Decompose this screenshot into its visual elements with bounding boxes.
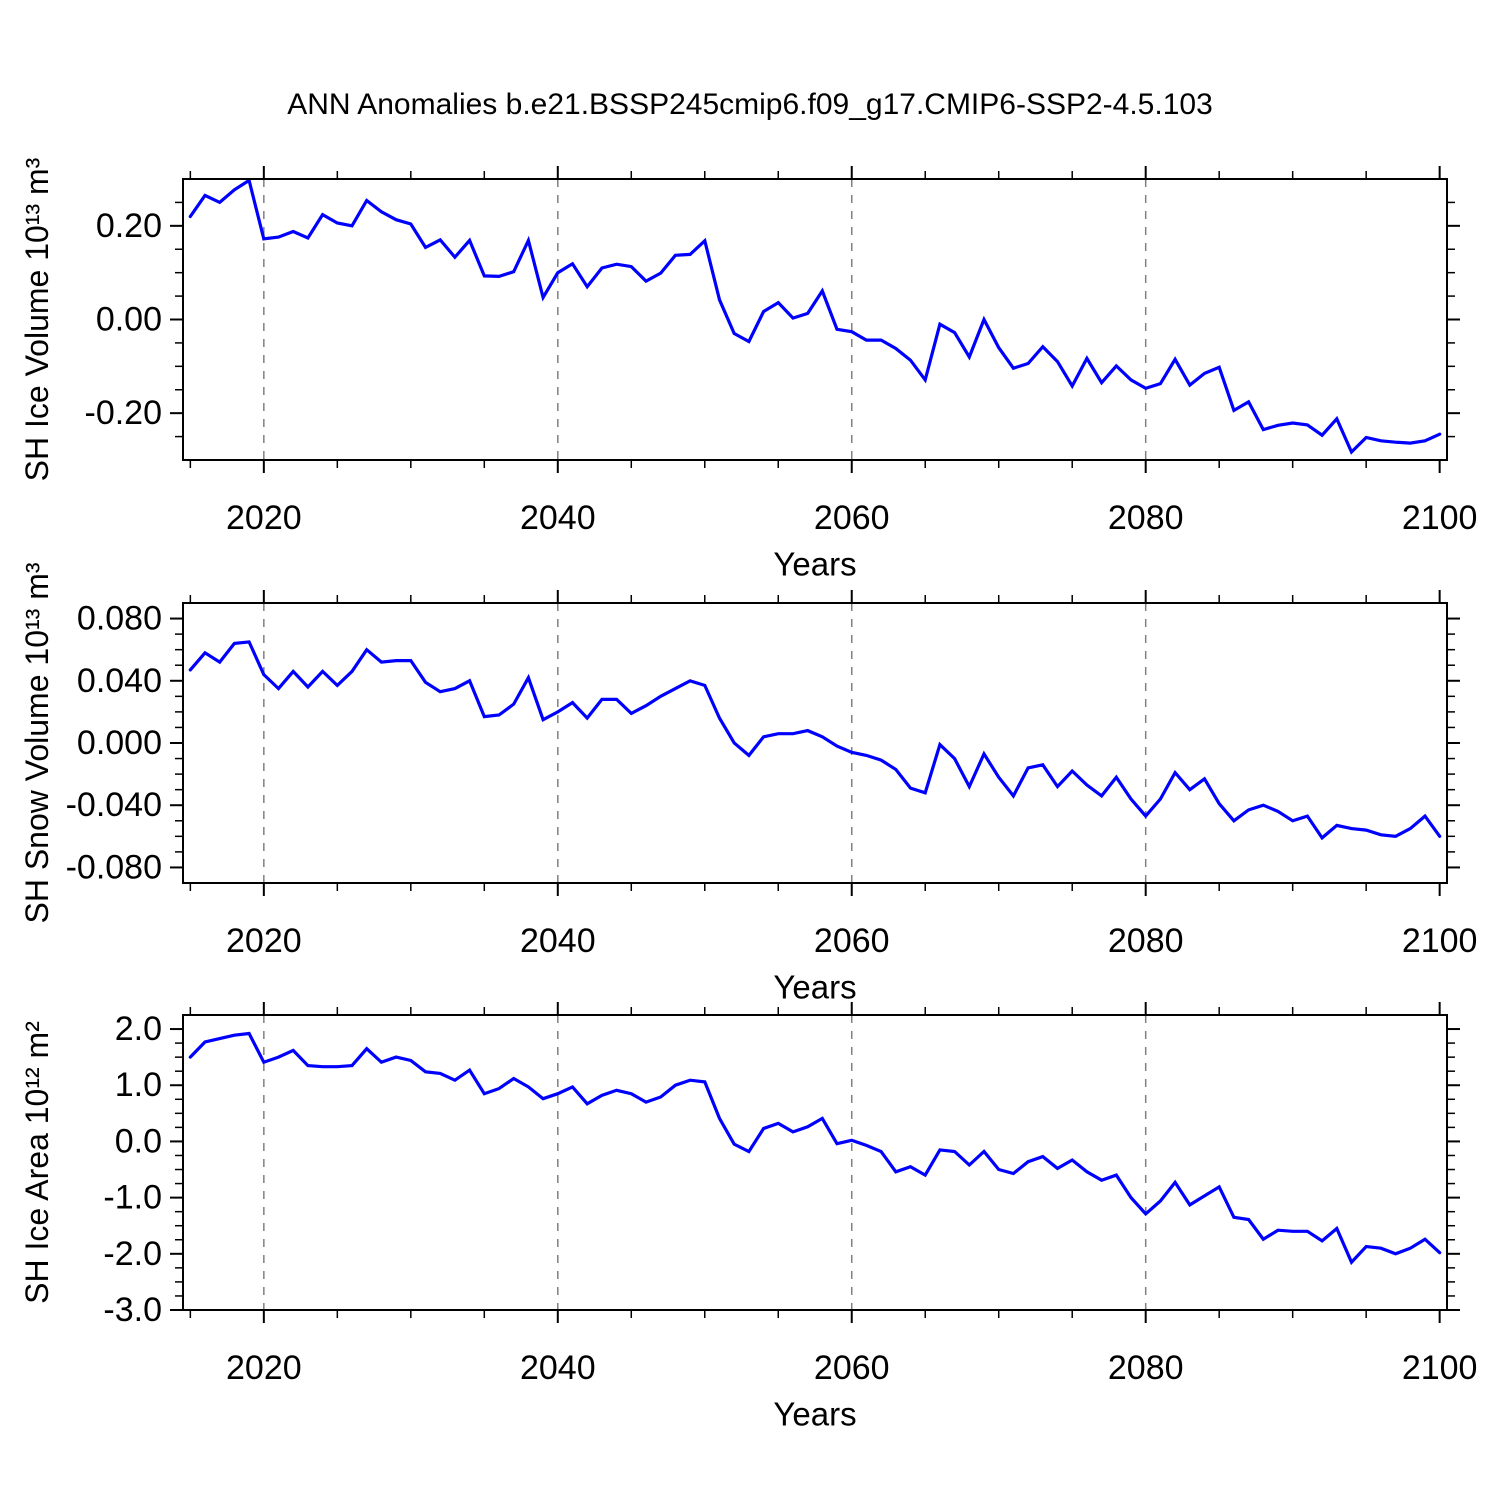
panel-3-frame bbox=[182, 1014, 1448, 1311]
x-tick-label: 2060 bbox=[814, 1349, 890, 1387]
panel-1-series-line bbox=[188, 179, 1442, 455]
panel-1-y-axis-label: SH Ice Volume 10¹³ m³ bbox=[19, 157, 55, 481]
y-tick-label: -3.0 bbox=[103, 1291, 162, 1329]
y-tick-label: 0.000 bbox=[77, 724, 162, 762]
y-tick-label: 0.00 bbox=[96, 301, 162, 339]
y-tick-label: 0.0 bbox=[115, 1122, 162, 1160]
panel-2-frame bbox=[182, 602, 1448, 884]
panel-1-y-tick-labels: 0.20 0.00 -0.20 bbox=[85, 207, 163, 432]
panel-2-ticks bbox=[170, 590, 1460, 896]
x-tick-label: 2100 bbox=[1402, 499, 1478, 537]
panel-2-x-axis-label: Years bbox=[773, 969, 856, 1006]
panel-1-ticks bbox=[170, 166, 1460, 473]
x-tick-label: 2080 bbox=[1108, 1349, 1184, 1387]
panel-3-y-tick-labels: 2.0 1.0 0.0 -1.0 -2.0 -3.0 bbox=[103, 1010, 162, 1329]
y-tick-label: -1.0 bbox=[103, 1179, 162, 1217]
y-tick-label: 0.040 bbox=[77, 662, 162, 700]
panel-3-ticks bbox=[170, 1002, 1460, 1323]
panel-3-y-axis-label: SH Ice Area 10¹² m² bbox=[19, 1021, 55, 1304]
y-tick-label: -0.20 bbox=[85, 394, 163, 432]
panel-1-x-tick-labels: 2020 2040 2060 2080 2100 bbox=[226, 499, 1477, 537]
panel-1-x-axis-label: Years bbox=[773, 546, 856, 583]
x-tick-label: 2040 bbox=[520, 499, 596, 537]
y-tick-label: 0.20 bbox=[96, 207, 162, 245]
panel-1: 0.20 0.00 -0.20 2020 2040 2060 2080 2100 Years SH… bbox=[19, 157, 1477, 582]
panel-3-x-axis-label: Years bbox=[773, 1396, 856, 1433]
x-tick-label: 2080 bbox=[1108, 499, 1184, 537]
x-tick-label: 2040 bbox=[520, 1349, 596, 1387]
x-tick-label: 2020 bbox=[226, 922, 302, 960]
y-tick-label: 1.0 bbox=[115, 1066, 162, 1104]
x-tick-label: 2020 bbox=[226, 1349, 302, 1387]
x-tick-label: 2100 bbox=[1402, 922, 1478, 960]
panel-2-y-axis-label: SH Snow Volume 10¹³ m³ bbox=[19, 562, 55, 923]
x-tick-label: 2040 bbox=[520, 922, 596, 960]
y-tick-label: -0.080 bbox=[66, 848, 162, 886]
panel-3: 2.0 1.0 0.0 -1.0 -2.0 -3.0 2020 2040 2060 2080 210… bbox=[19, 1002, 1477, 1433]
x-tick-label: 2080 bbox=[1108, 922, 1184, 960]
x-tick-label: 2060 bbox=[814, 499, 890, 537]
x-tick-label: 2020 bbox=[226, 499, 302, 537]
panel-2-x-tick-labels: 2020 2040 2060 2080 2100 bbox=[226, 922, 1477, 960]
y-tick-label: 0.080 bbox=[77, 600, 162, 638]
y-tick-label: -2.0 bbox=[103, 1235, 162, 1273]
y-tick-label: 2.0 bbox=[115, 1010, 162, 1048]
chart-title: ANN Anomalies b.e21.BSSP245cmip6.f09_g17… bbox=[287, 88, 1213, 121]
x-tick-label: 2060 bbox=[814, 922, 890, 960]
panel-2-series-line bbox=[188, 640, 1442, 841]
x-tick-label: 2100 bbox=[1402, 1349, 1478, 1387]
panel-3-series-line bbox=[188, 1031, 1442, 1266]
panel-2-gridlines bbox=[263, 603, 1147, 883]
y-tick-label: -0.040 bbox=[66, 786, 162, 824]
panel-3-x-tick-labels: 2020 2040 2060 2080 2100 bbox=[226, 1349, 1477, 1387]
panel-3-gridlines bbox=[263, 1015, 1147, 1310]
panel-2-y-tick-labels: 0.080 0.040 0.000 -0.040 -0.080 bbox=[66, 600, 162, 887]
